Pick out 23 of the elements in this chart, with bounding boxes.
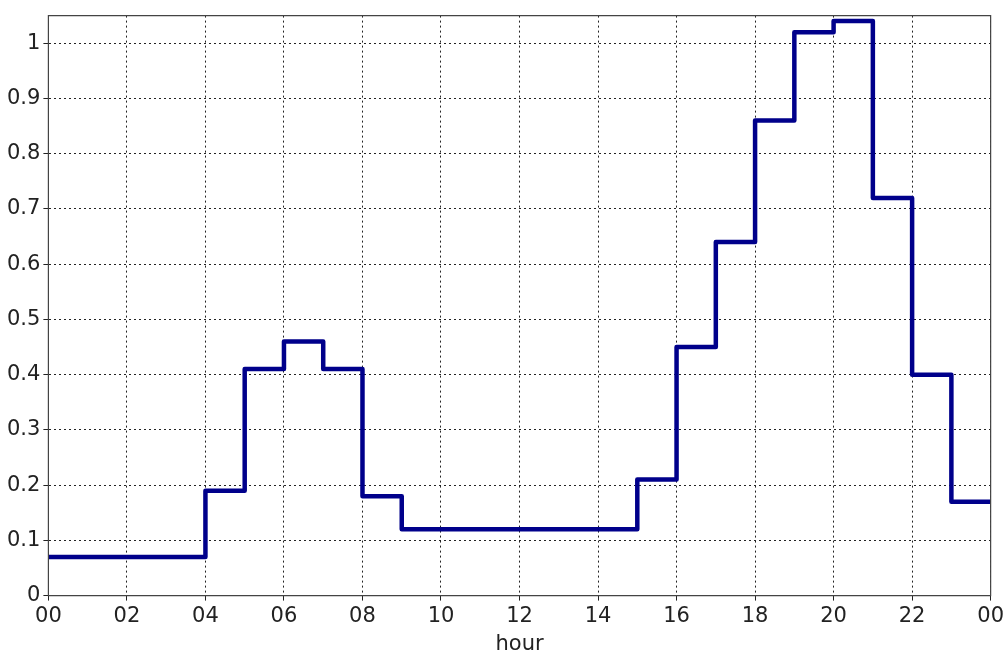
y-tick-label: 0.3: [6, 416, 41, 441]
x-tick-label: 10: [427, 602, 455, 627]
x-tick-label: 08: [349, 602, 376, 627]
y-tick-label: 0.1: [6, 526, 41, 551]
x-axis-title: hour: [495, 630, 544, 655]
x-tick-label: 14: [584, 602, 612, 627]
x-tick-label: 20: [820, 602, 847, 627]
x-tick-label: 06: [270, 602, 298, 627]
x-tick-label: 16: [663, 602, 690, 627]
y-tick-label: 0.4: [6, 361, 41, 386]
y-tick-label: 0.5: [6, 305, 41, 330]
x-tick-label: 00: [977, 602, 1005, 627]
x-tick-label: 04: [192, 602, 219, 627]
y-tick-label: 0.7: [6, 195, 41, 220]
y-tick-label: 1: [27, 29, 41, 54]
y-tick-label: 0.9: [6, 84, 41, 109]
x-tick-label: 12: [506, 602, 533, 627]
x-tick-label: 18: [741, 602, 769, 627]
y-tick-label: 0.2: [6, 471, 41, 496]
y-tick-label: 0.6: [6, 250, 41, 275]
x-tick-label: 02: [113, 602, 141, 627]
y-tick-label: 0.8: [6, 140, 41, 165]
x-tick-label: 22: [898, 602, 926, 627]
